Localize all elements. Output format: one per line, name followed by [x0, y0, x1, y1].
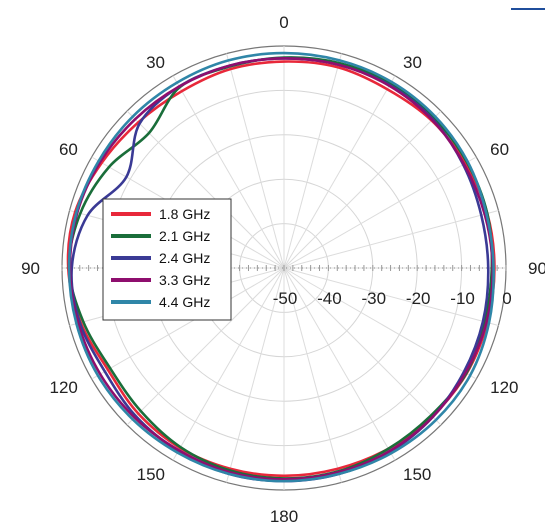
grid-spoke: [283, 156, 477, 269]
radial-tick-label: -20: [406, 289, 431, 308]
grid-spoke: [283, 110, 442, 269]
angle-label: 30: [146, 53, 165, 72]
grid-spoke: [172, 267, 285, 461]
angle-label: 120: [490, 378, 518, 397]
series-layer: [66, 51, 496, 483]
legend-label: 2.1 GHz: [159, 228, 210, 244]
radial-tick-label: -50: [273, 289, 298, 308]
grid-spoke: [283, 267, 499, 326]
series-line-3: [68, 57, 494, 481]
legend-label: 1.8 GHz: [159, 206, 210, 222]
grid-spoke: [283, 210, 499, 269]
radial-tick-label: -40: [317, 289, 342, 308]
legend-label: 4.4 GHz: [159, 294, 210, 310]
legend: 1.8 GHz 2.1 GHz 2.4 GHz 3.3 GHz 4.4 GHz: [102, 198, 232, 321]
angle-label: 150: [137, 465, 165, 484]
grid-spoke: [226, 267, 285, 483]
series-line-4: [67, 51, 495, 483]
angle-label: 60: [59, 140, 78, 159]
angle-labels: 0 30 60 90 120 150 180 150 120 90 60 30: [21, 13, 545, 526]
grid-spoke: [172, 75, 285, 269]
legend-label: 3.3 GHz: [159, 272, 210, 288]
angle-label: 90: [528, 259, 545, 278]
angle-label: 60: [490, 140, 509, 159]
corner-decoration: [511, 0, 545, 10]
legend-label: 2.4 GHz: [159, 250, 210, 266]
grid-spoke: [226, 53, 285, 269]
angle-label: 0: [279, 13, 288, 32]
radial-tick-label: -30: [362, 289, 387, 308]
series-line-0: [66, 60, 496, 478]
angle-label: 90: [21, 259, 40, 278]
grid-spoke: [283, 267, 396, 461]
grid-spoke: [283, 53, 342, 269]
radial-labels: -50 -40 -30 -20 -10 0: [273, 289, 512, 308]
grid-spoke: [283, 267, 342, 483]
grid-spoke: [283, 267, 442, 426]
grid-spoke: [126, 267, 285, 426]
grid-spoke: [91, 267, 285, 380]
angle-label: 180: [270, 507, 298, 526]
grid-spoke: [126, 110, 285, 269]
angle-label: 30: [403, 53, 422, 72]
angle-label: 120: [50, 378, 78, 397]
angle-label: 150: [403, 465, 431, 484]
radial-tick-label: 0: [502, 289, 511, 308]
grid-spoke: [283, 267, 477, 380]
grid-spoke: [283, 75, 396, 269]
radial-tick-label: -10: [450, 289, 475, 308]
